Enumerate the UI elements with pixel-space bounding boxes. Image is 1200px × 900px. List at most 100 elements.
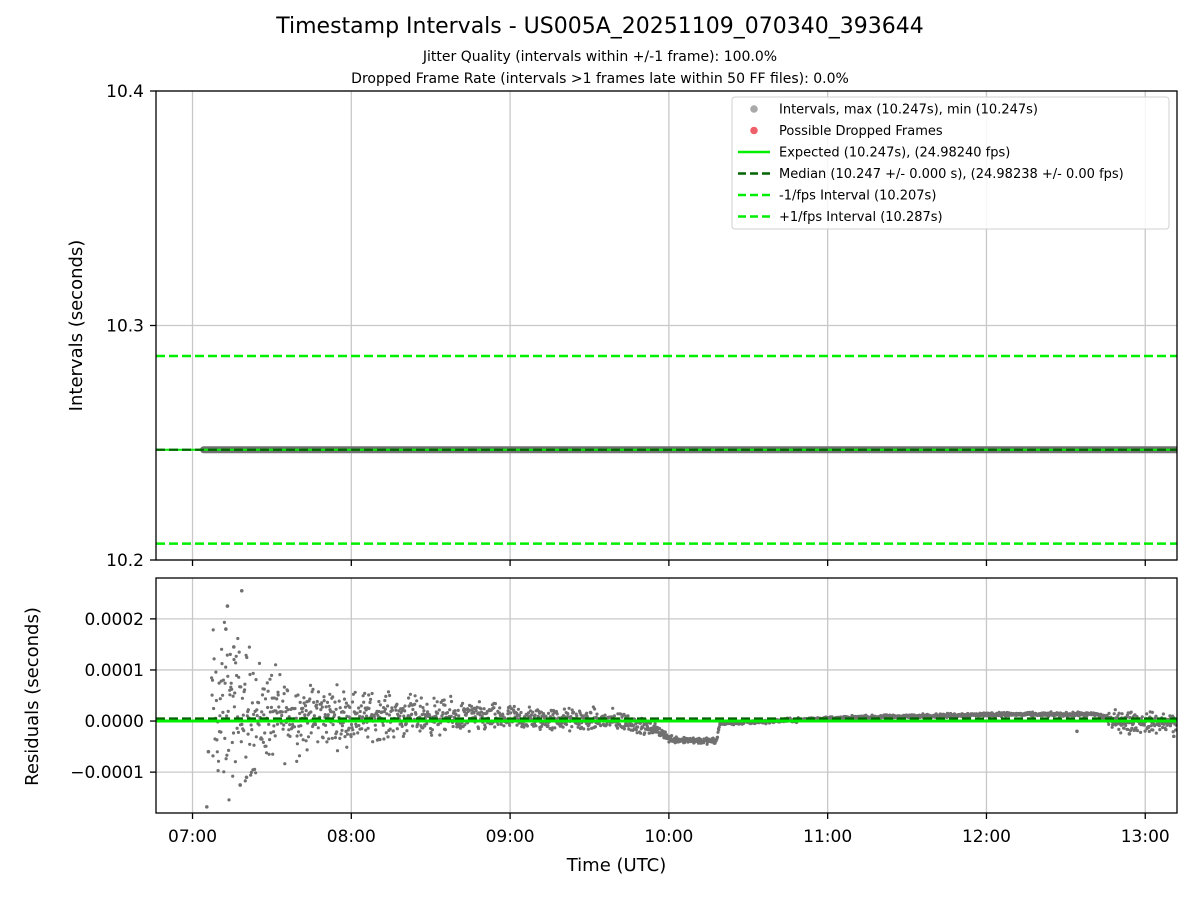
residual-point [299, 724, 303, 728]
residual-point [217, 681, 221, 685]
residual-point [626, 714, 630, 718]
residual-point [383, 698, 387, 703]
residual-point [483, 723, 487, 727]
residual-point [631, 724, 636, 728]
residual-point [226, 674, 230, 678]
residual-point [212, 657, 216, 661]
residual-point [358, 714, 362, 719]
residual-point [303, 713, 307, 717]
residual-point [1158, 728, 1162, 732]
residual-point [408, 692, 412, 696]
residual-point [272, 724, 276, 728]
residual-point [330, 736, 334, 740]
residual-point [469, 704, 474, 709]
residual-point [566, 712, 570, 716]
residual-point [253, 767, 257, 772]
residual-point [370, 691, 374, 696]
residual-point [364, 728, 368, 732]
residual-point [239, 740, 243, 744]
legend-label: Expected (10.247s), (24.98240 fps) [779, 146, 1010, 161]
residual-point [603, 713, 607, 717]
residual-point [249, 770, 253, 775]
residual-point [218, 697, 222, 701]
residual-point [716, 730, 720, 734]
x-tick-label: 07:00 [168, 827, 217, 847]
residual-point [216, 759, 221, 763]
residual-point [266, 705, 270, 710]
residual-point [432, 696, 436, 700]
residual-point [269, 705, 273, 710]
residual-point [221, 678, 225, 682]
intervals-panel: 10.2 10.3 10.4 Intervals (seconds) Intervals… [66, 82, 1178, 571]
residual-point [276, 690, 280, 694]
residual-point [386, 735, 390, 739]
residual-point [233, 760, 237, 764]
residual-point [403, 704, 407, 708]
residual-point [254, 771, 258, 775]
residual-point [297, 754, 302, 758]
residual-point [338, 736, 342, 741]
residual-point [1151, 728, 1155, 732]
x-tick-label: 10:00 [644, 827, 693, 847]
bottom-y-tick-label: 0.0002 [85, 610, 144, 630]
residual-point [386, 690, 391, 694]
residual-point [261, 740, 265, 745]
residual-point [612, 714, 617, 718]
residual-point [518, 713, 522, 718]
residual-point [250, 701, 254, 705]
residual-point [657, 726, 662, 731]
residual-point [414, 712, 418, 716]
residual-outlier-point [1172, 734, 1176, 739]
residual-point [527, 705, 532, 709]
residual-point [512, 704, 516, 709]
residual-point [1135, 729, 1140, 733]
residual-point [331, 695, 335, 699]
residual-point [371, 740, 375, 744]
residual-point [243, 682, 247, 686]
residual-point [443, 728, 447, 732]
residual-point [294, 716, 298, 720]
x-tick-label: 11:00 [803, 827, 852, 847]
residual-point [268, 710, 272, 714]
residual-outlier-point [1127, 732, 1132, 736]
residual-point [232, 657, 236, 662]
residual-point [564, 722, 569, 727]
residual-point [267, 752, 271, 756]
residual-point [1002, 711, 1006, 715]
residual-point [643, 731, 647, 735]
residual-point [311, 687, 315, 692]
residual-point [1122, 726, 1126, 730]
residual-point [502, 724, 506, 728]
residual-point [302, 701, 306, 705]
residual-point [381, 723, 385, 727]
residual-point [343, 705, 348, 709]
residual-point [220, 647, 224, 651]
residual-point [1110, 725, 1114, 729]
residual-point [280, 713, 284, 718]
residual-point [449, 694, 453, 699]
residual-point [244, 755, 248, 759]
top-y-axis-label: Intervals (seconds) [66, 240, 87, 412]
residual-point [225, 714, 229, 718]
residual-point [342, 697, 347, 701]
top-y-tick-label: 10.4 [106, 82, 144, 102]
residual-point [361, 715, 365, 719]
residual-point [252, 743, 256, 747]
residual-point [227, 748, 231, 753]
residual-point [584, 721, 589, 726]
residual-point [1174, 728, 1177, 732]
residual-point [568, 729, 572, 733]
residual-point [374, 728, 378, 732]
residual-point [382, 710, 386, 714]
residual-point [390, 708, 394, 712]
residual-point [1113, 708, 1117, 712]
residual-point [353, 690, 357, 694]
residual-point [355, 711, 359, 715]
residual-point [653, 722, 657, 726]
residual-point [448, 708, 452, 712]
residual-point [595, 712, 599, 716]
residual-point [421, 712, 425, 716]
residual-point [571, 710, 576, 714]
residual-point [333, 713, 337, 717]
residual-point [411, 707, 415, 712]
